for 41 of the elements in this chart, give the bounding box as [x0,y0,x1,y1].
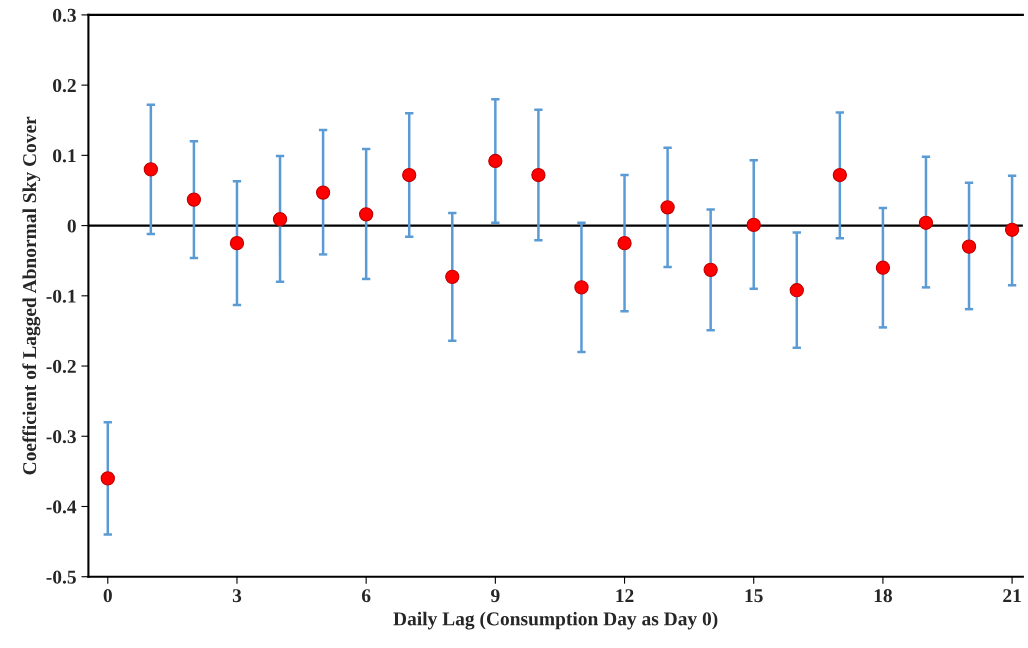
y-tick-label: -0.5 [46,570,76,584]
point [832,167,847,183]
point [789,283,804,298]
x-tick-label: 6 [361,589,371,603]
point [272,212,288,227]
x-tick-label: 3 [232,589,242,603]
x-tick-label: 15 [745,589,763,603]
point [660,200,675,215]
point [918,215,934,230]
y-tick-label: -0.4 [46,500,77,514]
y-tick-label: -0.2 [46,359,76,374]
point [100,471,115,486]
point [488,153,503,169]
point [143,162,158,177]
x-axis-title: Daily Lag (Consumption Day as Day 0) [393,611,718,630]
point [186,192,202,207]
point [574,280,589,295]
point [229,235,245,251]
point [359,207,374,222]
x-tick-label: 9 [491,589,500,603]
point [961,239,977,254]
point [445,269,460,284]
x-tick-label: 0 [103,589,112,603]
point [703,262,718,277]
x-tick-label: 18 [874,589,892,603]
point [402,167,417,183]
point [746,217,761,233]
x-tick-label: 12 [616,589,634,603]
y-tick-label: -0.1 [46,289,76,303]
y-tick-label: -0.3 [46,430,76,444]
y-axis-title: Coefficient of Lagged Abnormal Sky Cover [22,116,41,475]
point [531,167,546,183]
x-tick-label: 21 [1003,589,1021,603]
point [875,260,891,275]
y-tick-label: 0 [67,219,76,233]
point [1004,222,1020,237]
y-tick-label: 0.2 [53,78,76,93]
point [617,235,632,251]
y-tick-label: 0.1 [53,149,76,163]
y-tick-label: 0.3 [53,8,76,22]
point [315,185,331,200]
